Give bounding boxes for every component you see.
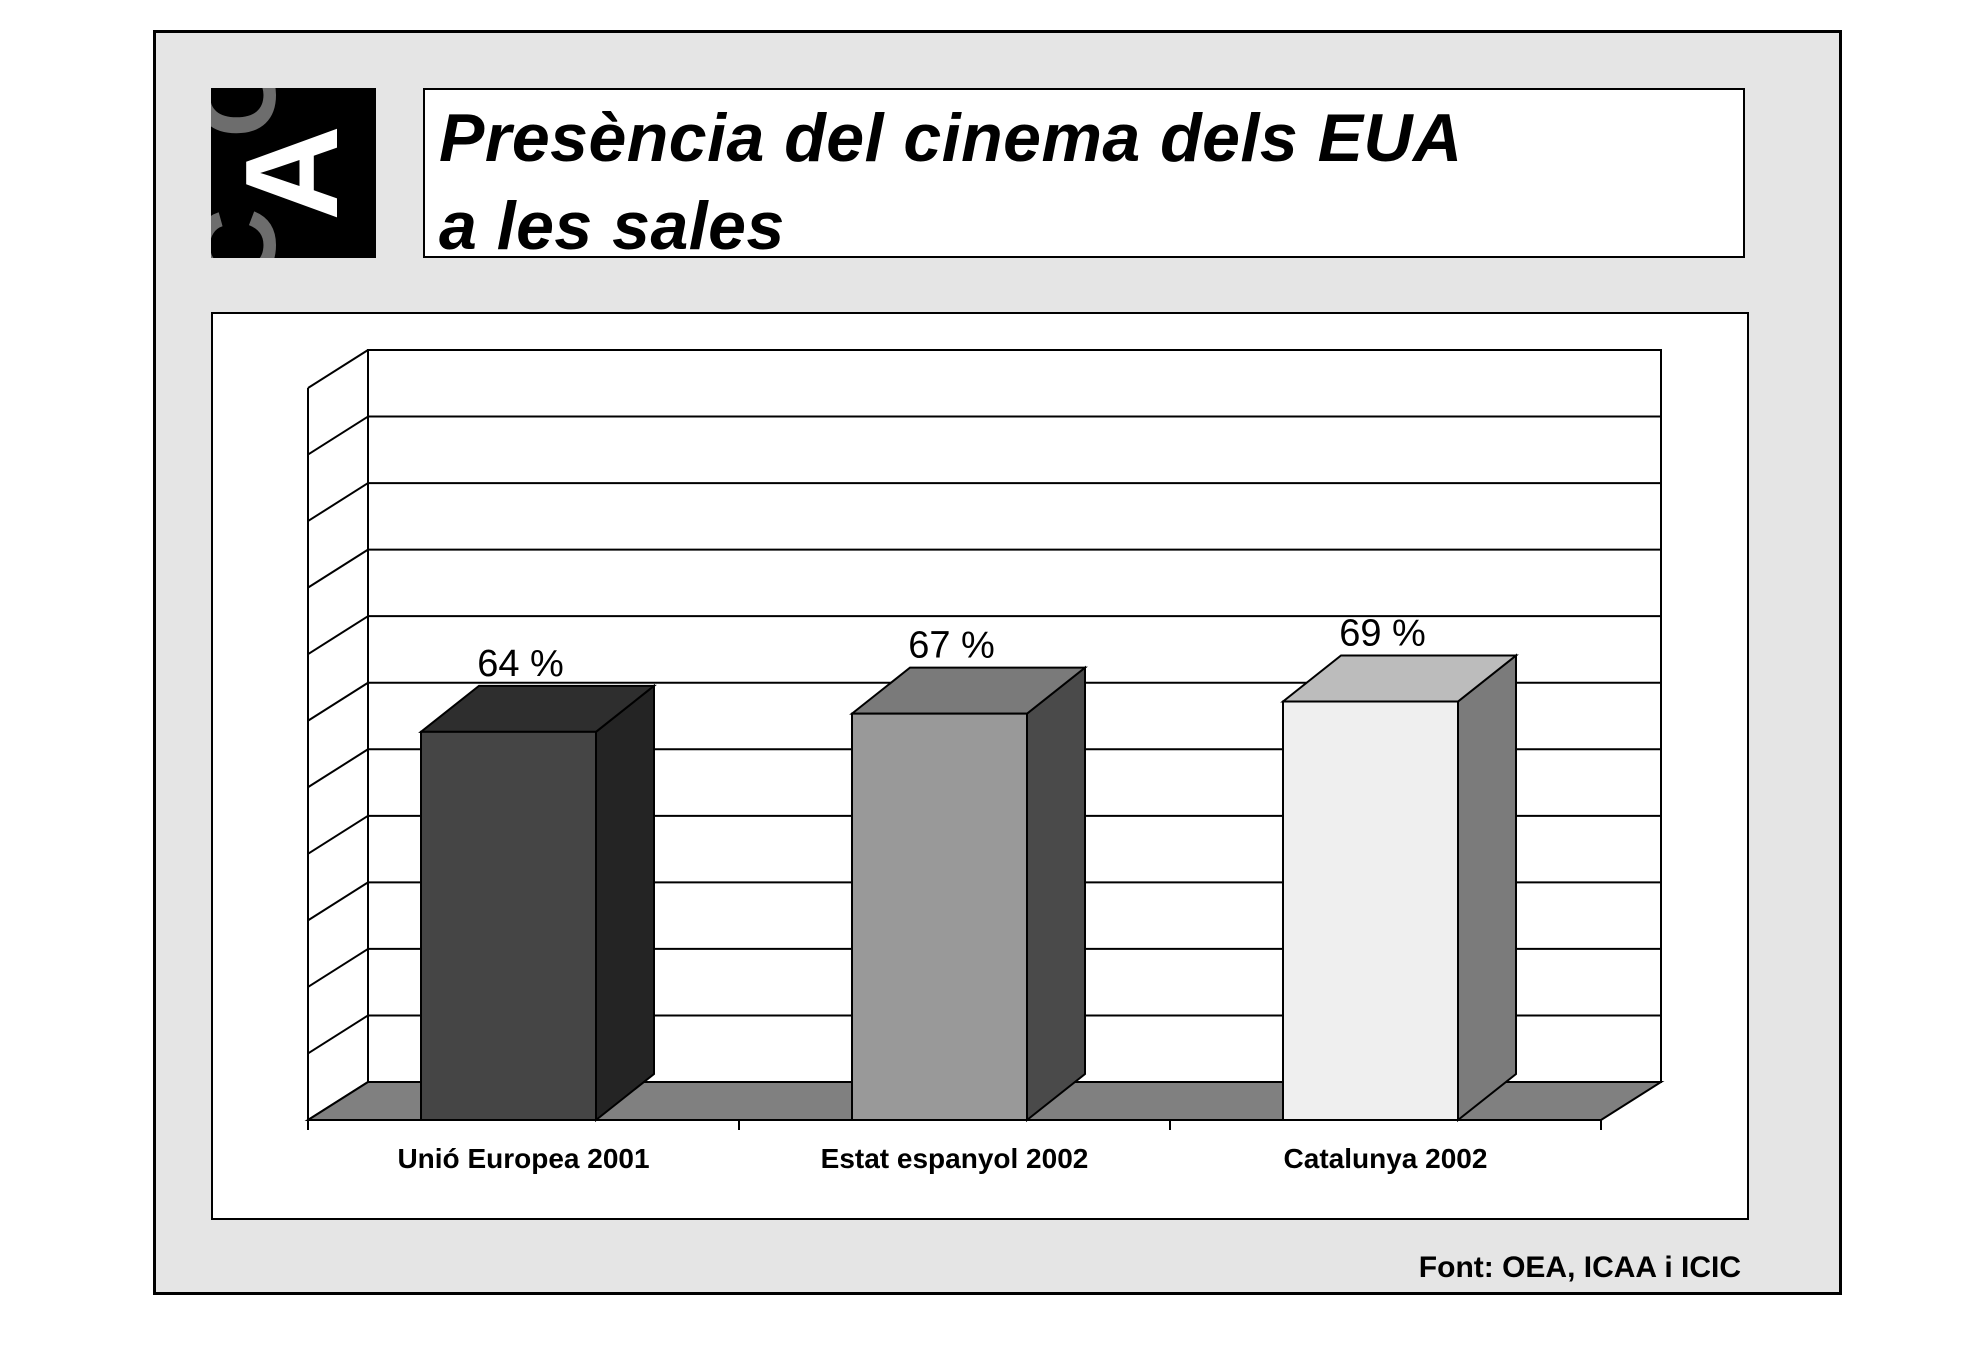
side-wall-gridline	[307, 681, 369, 722]
bar	[1282, 700, 1459, 1121]
side-wall-gridline	[307, 482, 369, 522]
title-line-1: Presència del cinema dels EUA	[439, 100, 1463, 176]
side-wall-gridline	[307, 881, 369, 922]
x-tick-label: Estat espanyol 2002	[821, 1143, 1089, 1174]
side-wall-gridline	[307, 615, 369, 656]
slide-frame: A C C Presència del cinema dels EUA a le…	[153, 30, 1842, 1295]
bar	[420, 730, 597, 1121]
side-wall-gridline	[307, 748, 369, 789]
bar-side-face	[1457, 653, 1517, 1123]
x-tick-label: Unió Europea 2001	[397, 1143, 649, 1174]
side-wall-gridline	[307, 548, 369, 589]
cac-logo: A C C	[211, 88, 376, 258]
source-note: Font: OEA, ICAA i ICIC	[1418, 1251, 1741, 1284]
x-tick-label: Catalunya 2002	[1284, 1143, 1488, 1174]
cac-logo-graphic: A C C	[211, 88, 376, 258]
chart-panel: 64 % Unió Europea 2001 67 % Estat espanyol …	[211, 312, 1749, 1220]
data-label: 69 %	[1339, 613, 1426, 655]
svg-text:C: C	[211, 88, 299, 138]
bar-side-face	[1026, 665, 1086, 1123]
data-label: 67 %	[908, 625, 995, 667]
bar-side-face	[595, 683, 655, 1123]
svg-text:C: C	[211, 208, 299, 258]
side-wall-gridline	[307, 948, 369, 988]
bar	[851, 712, 1028, 1121]
side-wall-gridline	[307, 415, 369, 456]
page-title: Presència del cinema dels EUA a les sale…	[439, 94, 1463, 270]
side-wall-gridline	[307, 814, 369, 855]
svg-text:A: A	[218, 125, 365, 220]
bar-chart: 64 % Unió Europea 2001 67 % Estat espanyol …	[304, 349, 1665, 1174]
title-box: Presència del cinema dels EUA a les sale…	[423, 88, 1745, 264]
side-wall-gridline	[307, 1014, 369, 1055]
title-line-2: a les sales	[439, 188, 785, 264]
data-label: 64 %	[477, 643, 564, 685]
side-wall-gridline	[307, 349, 369, 389]
